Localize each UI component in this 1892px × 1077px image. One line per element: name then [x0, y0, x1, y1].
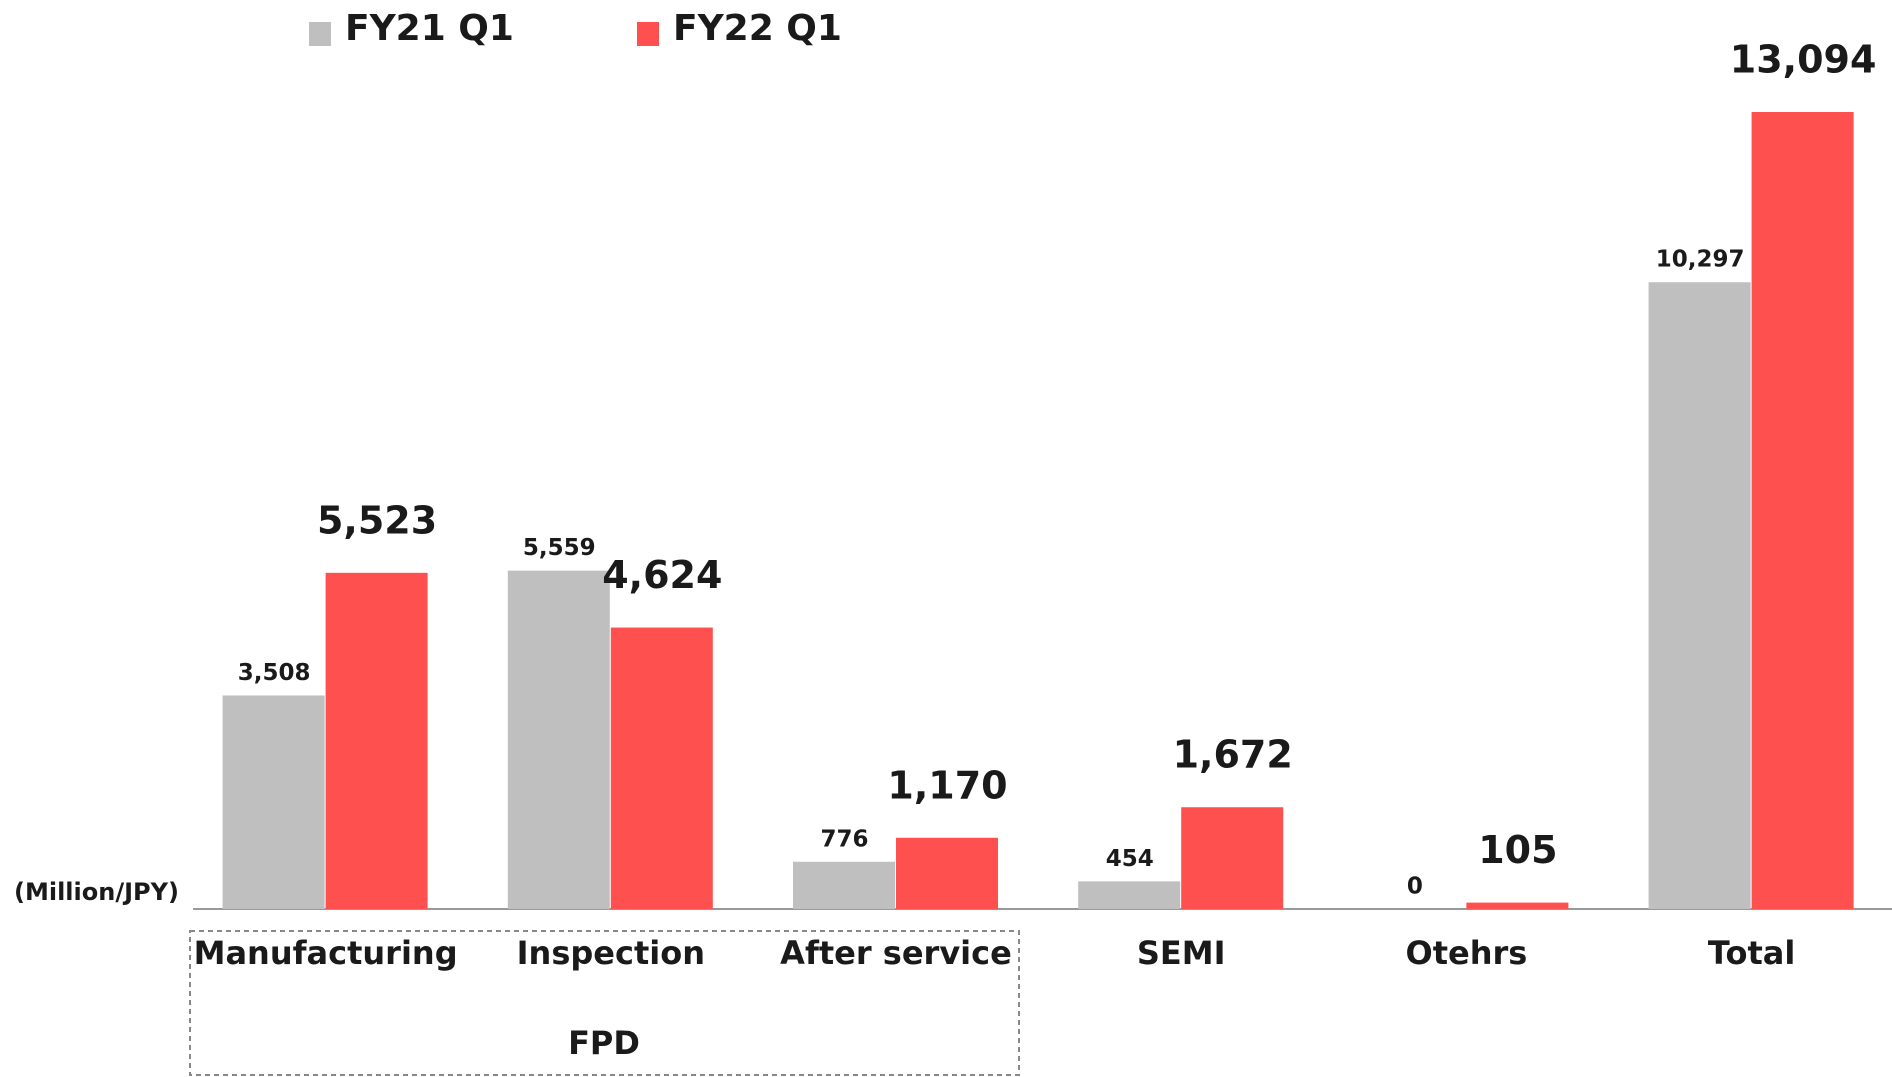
value-label: 1,170	[887, 763, 1007, 807]
x-tick-label: SEMI	[1137, 934, 1226, 972]
bar	[507, 570, 610, 909]
value-label: 454	[1106, 846, 1154, 872]
value-label: 10,297	[1656, 247, 1745, 273]
value-label: 5,523	[317, 498, 437, 542]
value-label: 1,672	[1173, 733, 1293, 777]
legend-label: FY21 Q1	[345, 8, 514, 49]
bar	[896, 837, 998, 909]
bar	[1078, 881, 1181, 909]
bar	[1181, 807, 1284, 909]
x-tick-label: Inspection	[517, 934, 705, 972]
value-label: 776	[820, 826, 868, 852]
value-label: 105	[1478, 828, 1557, 872]
x-tick-label: Manufacturing	[194, 934, 458, 972]
value-label: 5,559	[523, 535, 596, 561]
bar	[325, 572, 428, 909]
x-tick-label: After service	[780, 934, 1012, 972]
group-label: FPD	[568, 1024, 640, 1062]
bar	[222, 695, 325, 909]
value-label: 4,624	[602, 553, 722, 597]
value-label: 3,508	[238, 660, 311, 686]
bar	[1751, 112, 1854, 909]
group-box	[189, 930, 1020, 1076]
bar	[793, 861, 895, 909]
bar	[610, 627, 713, 909]
unit-label: (Million/JPY)	[14, 878, 179, 906]
legend-swatch	[637, 22, 659, 46]
value-label: 13,094	[1730, 38, 1877, 82]
x-tick-label: Otehrs	[1405, 934, 1527, 972]
legend-label: FY22 Q1	[673, 8, 842, 49]
bar	[1466, 902, 1569, 909]
x-tick-label: Total	[1708, 934, 1795, 972]
bar	[1648, 282, 1751, 910]
legend-swatch	[309, 22, 331, 46]
value-label: 0	[1407, 874, 1423, 900]
